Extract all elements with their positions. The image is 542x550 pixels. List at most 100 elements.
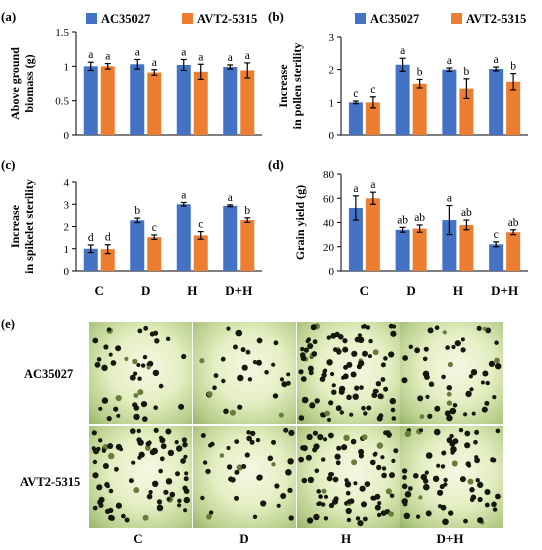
- pollen-grain: [404, 491, 412, 498]
- pollen-grain: [346, 361, 353, 368]
- legend-swatch: [355, 13, 366, 24]
- pollen-grain: [453, 439, 459, 444]
- bar-ac35027-dh: [223, 205, 238, 271]
- pollen-grain: [437, 504, 443, 509]
- pollen-grain: [234, 439, 240, 444]
- pollen-grain: [448, 510, 454, 516]
- pollen-grain: [152, 480, 159, 487]
- pollen-grain: [427, 327, 434, 334]
- pollen-grain: [434, 405, 441, 412]
- pollen-grain: [351, 350, 358, 357]
- pollen-grain: [495, 493, 501, 500]
- pollen-grain: [106, 416, 112, 422]
- pollen-grain: [436, 463, 441, 468]
- pollen-grain: [223, 408, 229, 415]
- micrograph-avt2-5315-h: [297, 426, 400, 528]
- pollen-grain: [362, 350, 368, 357]
- pollen-grain: [425, 510, 432, 517]
- bar-ac35027-dh: [489, 69, 504, 135]
- pollen-grain: [132, 358, 138, 365]
- y-tick-label: 4: [64, 177, 70, 189]
- y-axis-label: Above ground: [8, 47, 22, 120]
- pollen-grain: [460, 347, 466, 353]
- pollen-grain: [390, 407, 396, 413]
- pollen-grain: [246, 435, 252, 442]
- pollen-grain: [364, 481, 371, 487]
- pollen-grain: [300, 376, 307, 382]
- pollen-grain: [495, 428, 501, 434]
- pollen-grain: [146, 493, 153, 500]
- pollen-grain: [366, 405, 372, 411]
- pollen-grain: [344, 478, 349, 483]
- pollen-grain: [376, 442, 384, 449]
- pollen-grain: [321, 488, 327, 494]
- pollen-grain: [312, 339, 318, 345]
- pollen-grain: [298, 415, 305, 421]
- pollen-grain: [466, 463, 472, 468]
- pollen-grain: [440, 464, 446, 469]
- significance-letter: a: [181, 189, 186, 201]
- x-tick-label: D+H: [491, 283, 518, 298]
- pollen-grain: [256, 337, 263, 344]
- bar-ac35027-c: [83, 248, 98, 271]
- pollen-grain: [336, 445, 342, 451]
- pollen-grain: [142, 416, 148, 422]
- pollen-grain: [318, 494, 323, 499]
- bar-avt2-5315-h: [193, 235, 208, 271]
- bar-avt2-5315-h: [459, 224, 474, 271]
- pollen-grain: [370, 495, 376, 501]
- bar-avt2-5315-c: [100, 249, 115, 271]
- pollen-grain: [425, 452, 433, 459]
- pollen-grain: [386, 431, 392, 438]
- pollen-grain: [92, 459, 98, 465]
- pollen-grain: [359, 385, 364, 390]
- pollen-grain: [267, 455, 274, 462]
- chart-panel-2: (c) 0 1 2 3 4 Increase in spikelet sterility d d C…: [1, 157, 262, 298]
- pollen-grain: [389, 493, 395, 499]
- pollen-grain: [422, 370, 430, 378]
- pollen-grain: [307, 476, 315, 484]
- pollen-grain: [144, 445, 151, 451]
- significance-letter: b: [134, 205, 140, 217]
- pollen-grain: [346, 394, 352, 401]
- pollen-grain: [142, 514, 149, 521]
- pollen-grain: [307, 365, 314, 372]
- pollen-grain: [323, 516, 329, 521]
- pollen-grain: [333, 496, 339, 502]
- x-tick-label: C: [95, 283, 104, 298]
- pollen-grain: [388, 511, 394, 517]
- pollen-grain: [326, 475, 333, 482]
- pollen-grain: [447, 361, 453, 368]
- pollen-grain: [167, 449, 175, 457]
- significance-letter: a: [400, 45, 405, 57]
- pollen-grain: [316, 489, 321, 494]
- y-tick-label: 1.5: [55, 27, 69, 39]
- pollen-grain: [163, 489, 169, 495]
- pollen-grain: [357, 336, 365, 343]
- pollen-grain: [346, 499, 352, 505]
- pollen-grain: [97, 499, 103, 506]
- y-axis-label: in pollen sterility: [290, 43, 304, 130]
- panel-label: (a): [1, 9, 16, 24]
- pollen-grain: [413, 473, 419, 479]
- pollen-grain: [136, 428, 141, 434]
- micrograph-ac35027-c: [89, 322, 192, 424]
- pollen-grain: [474, 429, 480, 435]
- pollen-grain: [300, 346, 305, 352]
- significance-letter: a: [152, 57, 157, 69]
- pollen-grain: [385, 488, 392, 495]
- panel-e-label: (e): [1, 317, 15, 331]
- pollen-grain: [326, 359, 333, 366]
- pollen-grain: [98, 406, 103, 411]
- y-tick-label: 20: [323, 242, 335, 254]
- pollen-grain: [402, 355, 408, 361]
- pollen-grain: [469, 487, 475, 493]
- pollen-grain: [417, 395, 424, 402]
- pollen-grain: [202, 460, 208, 465]
- pollen-grain: [252, 360, 258, 365]
- micrograph-avt2-5315-dh: [400, 426, 503, 528]
- pollen-grain: [103, 344, 109, 350]
- pollen-grain: [260, 500, 267, 507]
- pollen-grain: [177, 503, 182, 508]
